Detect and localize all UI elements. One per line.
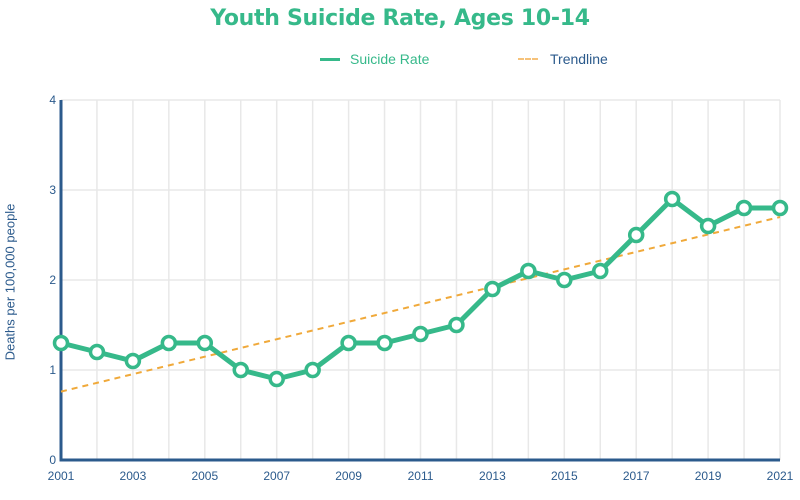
x-tick-label: 2003 (120, 469, 147, 483)
chart-title: Youth Suicide Rate, Ages 10-14 (210, 6, 590, 31)
axes (59, 100, 780, 462)
data-point-2012 (448, 316, 465, 334)
x-tick-label: 2013 (479, 469, 506, 483)
y-tick-label: 4 (49, 93, 56, 107)
y-tick-label: 3 (49, 183, 56, 197)
y-tick-label: 2 (49, 273, 56, 287)
data-point-2003 (124, 352, 142, 370)
data-point-2008 (304, 361, 321, 379)
x-tick-label: 2015 (551, 469, 578, 483)
data-point-2001 (52, 334, 70, 352)
data-point-2021 (771, 199, 789, 217)
tick-labels: 0 1 2 3 4 2001 2003 2005 2007 2009 2011 2013 2015 201… (48, 93, 794, 483)
legend-swatch-solid (320, 57, 340, 61)
data-point-2013 (484, 280, 501, 298)
x-tick-label: 2009 (335, 469, 362, 483)
x-tick-label: 2019 (695, 469, 722, 483)
data-point-2014 (520, 262, 537, 280)
data-point-2018 (663, 190, 681, 208)
data-point-2007 (268, 370, 285, 388)
legend-label: Suicide Rate (350, 51, 430, 67)
y-tick-label: 1 (49, 363, 56, 377)
data-point-2002 (88, 343, 106, 361)
data-point-2011 (412, 325, 429, 343)
legend-item-suicide-rate[interactable]: Suicide Rate (320, 51, 429, 67)
x-tick-label: 2017 (623, 469, 650, 483)
x-tick-label: 2001 (48, 469, 75, 483)
y-tick-label: 0 (49, 453, 56, 467)
legend-item-trendline[interactable]: Trendline (518, 51, 608, 67)
suicide-rate-series (52, 190, 789, 388)
trendline (60, 216, 781, 393)
x-tick-label: 2011 (408, 469, 434, 483)
x-tick-label: 2007 (263, 469, 290, 483)
data-point-2010 (376, 334, 393, 352)
data-point-2019 (699, 217, 717, 235)
x-tick-label: 2005 (191, 469, 218, 483)
data-point-2015 (556, 271, 573, 289)
gridlines (60, 99, 781, 461)
data-point-2005 (196, 334, 214, 352)
data-point-2016 (592, 262, 609, 280)
trendline-series (60, 216, 781, 393)
legend-label: Trendline (550, 51, 608, 67)
data-point-2009 (340, 334, 357, 352)
data-point-2017 (627, 226, 645, 244)
data-point-2020 (735, 199, 753, 217)
legend-swatch-dashed (518, 58, 538, 60)
legend: Suicide Rate Trendline (0, 51, 800, 71)
data-point-2006 (232, 361, 249, 379)
x-tick-label: 2021 (767, 469, 794, 483)
data-point-2004 (160, 334, 178, 352)
